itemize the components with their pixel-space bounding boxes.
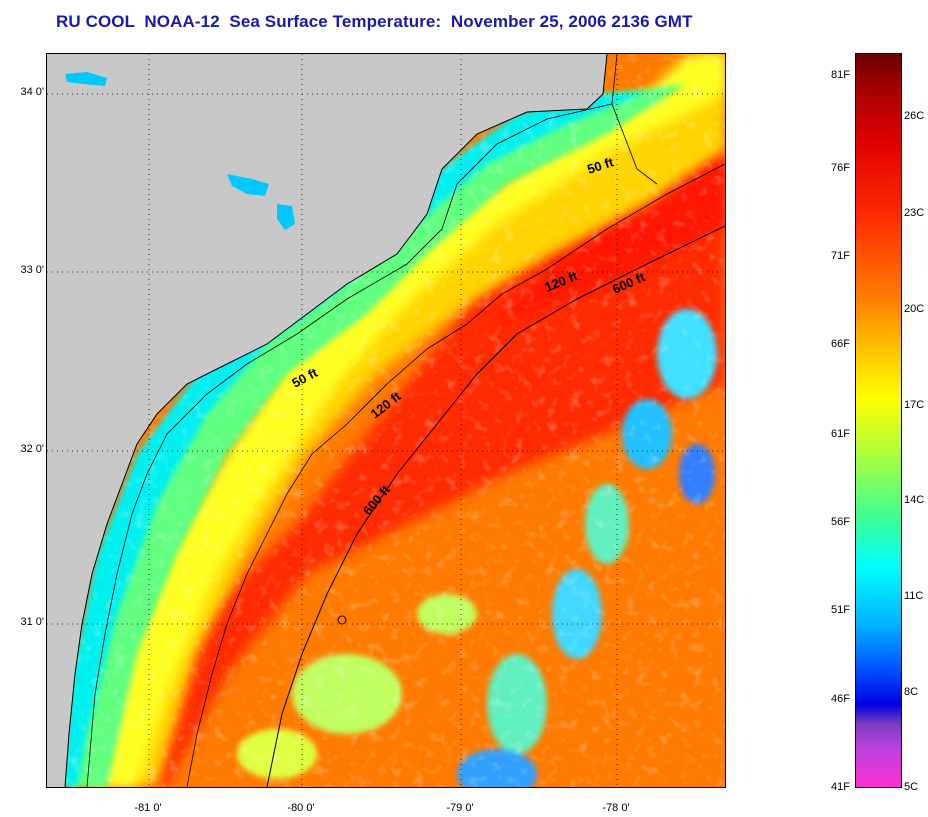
colorbar-f-label: 71F — [831, 250, 850, 262]
colorbar-f-label: 41F — [831, 781, 850, 793]
colorbar-c-label: 5C — [904, 781, 919, 793]
lon-label-81: -81 0' — [134, 802, 162, 814]
lake — [65, 72, 107, 86]
coastline — [64, 54, 608, 787]
lake — [277, 204, 295, 230]
colorbar-f-label: 56F — [831, 516, 850, 528]
colorbar-f-label: 81F — [831, 69, 850, 81]
map-title: RU COOL NOAA-12 Sea Surface Temperature:… — [56, 12, 693, 31]
lat-label-33: 33 0' — [20, 264, 44, 276]
colorbar-c-label: 26C — [904, 110, 925, 122]
contour-50ft — [86, 54, 658, 787]
colorbar-f-label: 61F — [831, 428, 850, 440]
colorbar-c-label: 14C — [904, 494, 925, 506]
colorbar-f-label: 66F — [831, 338, 850, 350]
colorbar-f-label: 46F — [831, 693, 850, 705]
contour-600ft — [266, 225, 725, 787]
sst-map: 50 ft 120 ft 600 ft 50 ft 120 ft 600 ft — [46, 53, 726, 788]
graticule — [47, 54, 725, 787]
colorbar-c-label: 8C — [904, 686, 919, 698]
lon-label-79: -79 0' — [446, 802, 474, 814]
colorbar-c-label: 17C — [904, 399, 925, 411]
temperature-colorbar — [855, 53, 902, 788]
lat-label-32: 32 0' — [20, 443, 44, 455]
colorbar-c-label: 23C — [904, 207, 925, 219]
colorbar-c-label: 11C — [904, 590, 924, 602]
lon-label-80: -80 0' — [287, 802, 315, 814]
lat-label-34: 34 0' — [20, 86, 44, 98]
lat-label-31: 31 0' — [20, 616, 44, 628]
sst-map-canvas: 50 ft 120 ft 600 ft 50 ft 120 ft 600 ft — [47, 54, 725, 787]
lon-label-78: -78 0' — [602, 802, 630, 814]
colorbar-f-label: 51F — [831, 604, 850, 616]
colorbar-c-label: 20C — [904, 303, 925, 315]
land-mass — [47, 54, 607, 787]
colorbar-f-label: 76F — [831, 162, 850, 174]
contour-120ft — [186, 163, 725, 787]
lake — [227, 174, 269, 196]
